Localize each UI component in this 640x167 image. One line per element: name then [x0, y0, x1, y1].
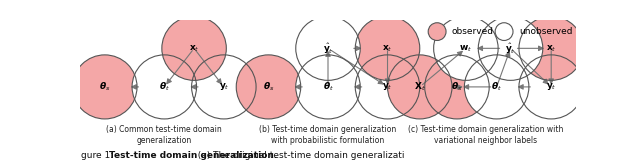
Ellipse shape — [72, 55, 137, 119]
Ellipse shape — [296, 16, 360, 80]
Text: observed: observed — [452, 27, 494, 36]
Ellipse shape — [162, 16, 227, 80]
Ellipse shape — [519, 55, 584, 119]
Text: (c) Test-time domain generalization with
variational neighbor labels: (c) Test-time domain generalization with… — [408, 125, 563, 145]
Text: $\mathbf{x}_t$: $\mathbf{x}_t$ — [189, 43, 200, 54]
Text: $\boldsymbol{\theta}_t$: $\boldsymbol{\theta}_t$ — [159, 81, 170, 93]
Text: $\boldsymbol{\theta}_s$: $\boldsymbol{\theta}_s$ — [99, 81, 111, 93]
Ellipse shape — [465, 55, 529, 119]
Ellipse shape — [519, 16, 584, 80]
Ellipse shape — [434, 16, 498, 80]
Text: (a) Common test-time domain
generalization: (a) Common test-time domain generalizati… — [106, 125, 222, 145]
Ellipse shape — [428, 23, 446, 40]
Ellipse shape — [296, 55, 360, 119]
Text: gure 1:: gure 1: — [81, 151, 119, 160]
Text: $\boldsymbol{\theta}_s$: $\boldsymbol{\theta}_s$ — [263, 81, 274, 93]
Text: $\boldsymbol{\theta}_s$: $\boldsymbol{\theta}_s$ — [451, 81, 463, 93]
Ellipse shape — [132, 55, 196, 119]
Ellipse shape — [236, 55, 301, 119]
Text: $\mathbf{y}_t$: $\mathbf{y}_t$ — [382, 81, 393, 92]
Text: $\mathbf{x}_t$: $\mathbf{x}_t$ — [546, 43, 557, 54]
Text: $\mathbf{y}_t$: $\mathbf{y}_t$ — [546, 81, 557, 92]
Text: (b) Test-time domain generalization
with probabilistic formulation: (b) Test-time domain generalization with… — [259, 125, 397, 145]
Text: $\boldsymbol{\theta}_t$: $\boldsymbol{\theta}_t$ — [323, 81, 333, 93]
Ellipse shape — [425, 55, 489, 119]
Text: $\mathbf{w}_t$: $\mathbf{w}_t$ — [460, 43, 472, 54]
Text: (a) The original test-time domain generalizati: (a) The original test-time domain genera… — [191, 151, 404, 160]
Text: $\mathbf{x}_t$: $\mathbf{x}_t$ — [382, 43, 393, 54]
Text: $\boldsymbol{\theta}_t$: $\boldsymbol{\theta}_t$ — [491, 81, 502, 93]
Text: unobserved: unobserved — [519, 27, 572, 36]
Text: $\hat{\mathbf{y}}_t$: $\hat{\mathbf{y}}_t$ — [505, 41, 516, 56]
Text: Test-time domain generalization.: Test-time domain generalization. — [109, 151, 277, 160]
Ellipse shape — [478, 16, 543, 80]
Ellipse shape — [388, 55, 452, 119]
Text: $\mathbf{X}_t$: $\mathbf{X}_t$ — [414, 81, 426, 93]
Ellipse shape — [355, 55, 420, 119]
Ellipse shape — [355, 16, 420, 80]
Ellipse shape — [495, 23, 513, 40]
Text: $\mathbf{y}_t$: $\mathbf{y}_t$ — [218, 81, 229, 92]
Ellipse shape — [191, 55, 256, 119]
Text: $\hat{\mathbf{y}}_t$: $\hat{\mathbf{y}}_t$ — [323, 41, 333, 56]
